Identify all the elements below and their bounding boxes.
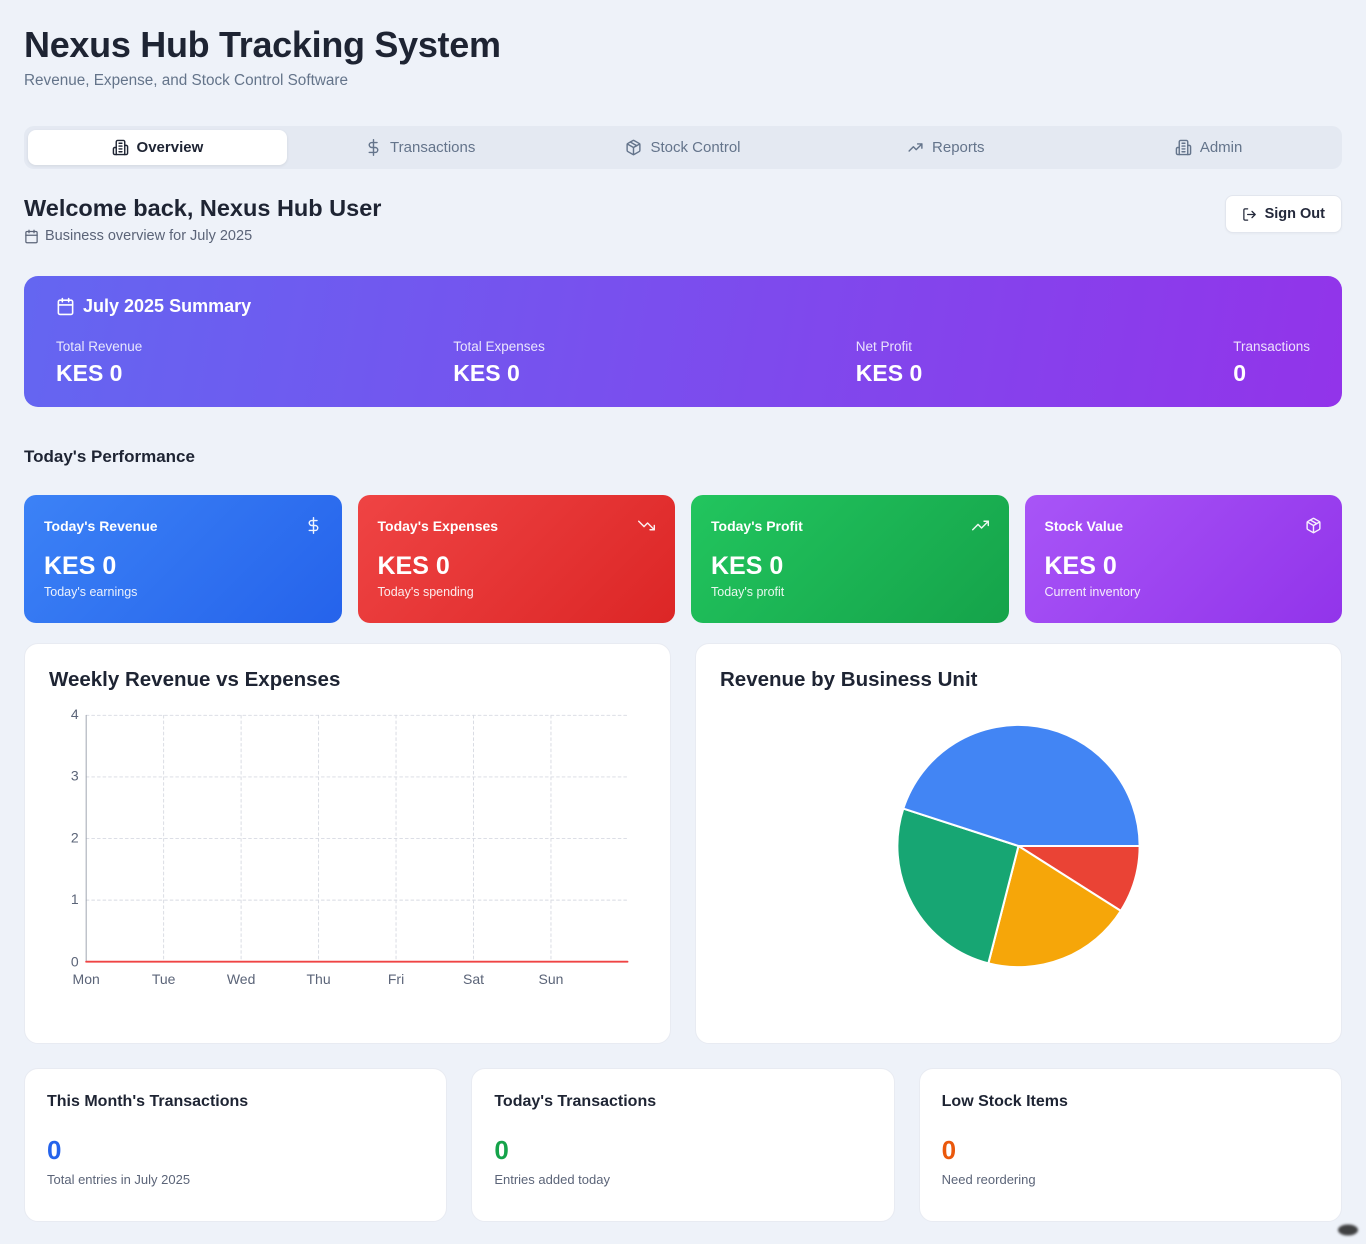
svg-text:Sun: Sun [539, 971, 564, 987]
svg-text:Sat: Sat [463, 971, 484, 987]
svg-text:Mon: Mon [73, 971, 100, 987]
svg-text:0: 0 [71, 953, 79, 969]
svg-text:3: 3 [71, 768, 79, 784]
svg-text:Wed: Wed [227, 971, 256, 987]
svg-text:4: 4 [71, 706, 79, 722]
svg-text:Tue: Tue [152, 971, 176, 987]
svg-text:Fri: Fri [388, 971, 404, 987]
svg-text:Thu: Thu [307, 971, 331, 987]
svg-text:1: 1 [71, 891, 79, 907]
svg-text:2: 2 [71, 829, 79, 845]
